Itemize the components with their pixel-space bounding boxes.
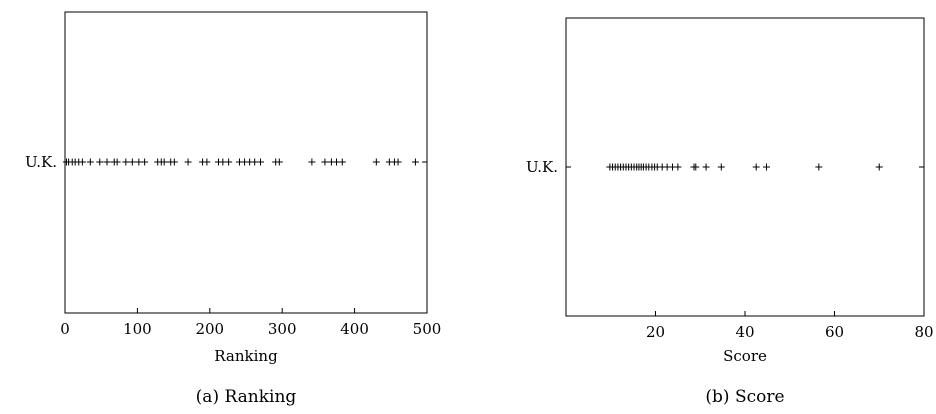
x-tick-label-ranking: 500 xyxy=(413,320,442,338)
data-point-ranking xyxy=(78,158,86,166)
x-tick-label-score: 60 xyxy=(825,323,844,341)
x-ticks-score: 20 40 60 80 xyxy=(646,311,934,341)
data-point-ranking xyxy=(96,158,104,166)
data-point-score xyxy=(875,163,883,171)
x-tick-label-score: 40 xyxy=(735,323,754,341)
y-category-label-score: U.K. xyxy=(526,158,558,176)
data-point-ranking xyxy=(256,158,264,166)
x-tick-label-score: 80 xyxy=(914,323,933,341)
panel-ranking: U.K. 0 100 200 300 400 500 Ranking (a) Rankin… xyxy=(25,11,441,407)
data-point-score xyxy=(752,163,760,171)
data-point-ranking xyxy=(338,158,346,166)
panel-score: U.K. 20 40 60 80 Score (b) Score xyxy=(526,17,934,407)
data-point-score xyxy=(692,163,700,171)
caption-ranking: (a) Ranking xyxy=(196,387,297,407)
data-points-score xyxy=(606,163,883,171)
data-point-ranking xyxy=(308,158,316,166)
data-point-ranking xyxy=(184,158,192,166)
data-point-ranking xyxy=(160,158,168,166)
x-axis-label-ranking: Ranking xyxy=(214,347,278,365)
y-category-label-ranking: U.K. xyxy=(25,153,57,171)
data-point-ranking xyxy=(394,158,402,166)
data-point-ranking xyxy=(86,158,94,166)
x-tick-label-ranking: 0 xyxy=(60,320,70,338)
x-tick-label-score: 20 xyxy=(646,323,665,341)
x-tick-label-ranking: 100 xyxy=(123,320,152,338)
data-point-ranking xyxy=(141,158,149,166)
data-point-score xyxy=(762,163,770,171)
data-point-score xyxy=(702,163,710,171)
data-point-ranking xyxy=(203,158,211,166)
data-point-ranking xyxy=(170,158,178,166)
data-point-ranking xyxy=(372,158,380,166)
data-point-ranking xyxy=(225,158,233,166)
x-tick-label-ranking: 300 xyxy=(268,320,297,338)
data-point-ranking xyxy=(103,158,111,166)
data-point-ranking xyxy=(113,158,121,166)
data-point-score xyxy=(717,163,725,171)
x-ticks-ranking: 0 100 200 300 400 500 xyxy=(60,308,441,338)
x-tick-label-ranking: 200 xyxy=(195,320,224,338)
data-point-ranking xyxy=(128,158,136,166)
data-points-ranking xyxy=(62,158,419,166)
data-point-ranking xyxy=(411,158,419,166)
data-point-score xyxy=(674,163,682,171)
data-point-ranking xyxy=(321,158,329,166)
data-point-ranking xyxy=(122,158,130,166)
data-point-ranking xyxy=(275,158,283,166)
data-point-score xyxy=(815,163,823,171)
x-axis-label-score: Score xyxy=(723,347,767,365)
x-tick-label-ranking: 400 xyxy=(340,320,369,338)
caption-score: (b) Score xyxy=(705,387,784,407)
